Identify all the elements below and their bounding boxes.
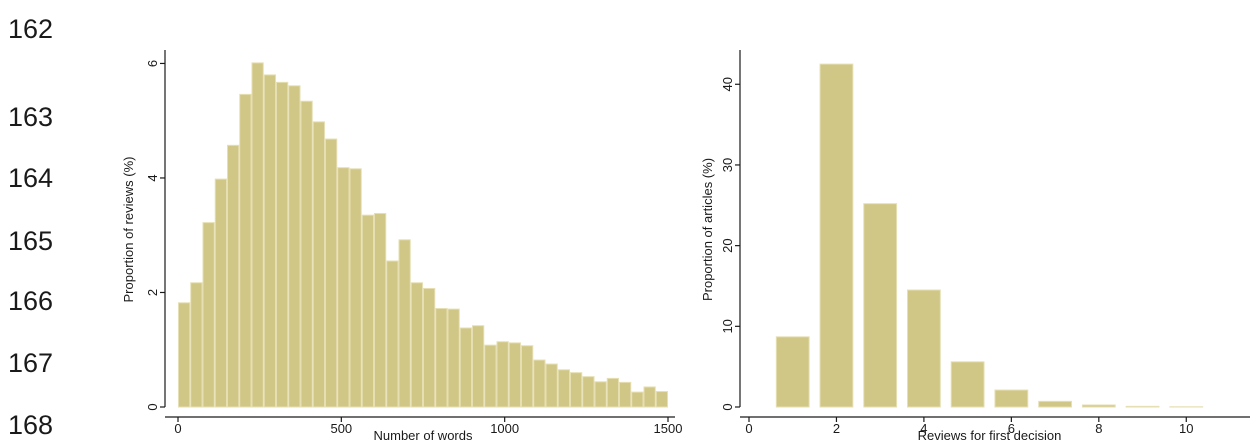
bar: [202, 222, 215, 408]
bar: [251, 62, 264, 408]
bar: [619, 381, 632, 408]
x-tick-label: 0: [174, 421, 181, 436]
bars: [775, 63, 1204, 408]
bar: [386, 260, 399, 408]
bar: [994, 389, 1029, 408]
y-axis-label: Proportion of articles (%): [700, 158, 715, 301]
y-tick-label: 4: [145, 174, 160, 181]
x-axis-label: Number of words: [374, 428, 473, 443]
y-tick-label: 6: [145, 60, 160, 67]
line-number: 162: [8, 14, 54, 44]
bar: [775, 336, 810, 408]
bar: [907, 289, 941, 408]
bar: [472, 325, 485, 408]
bar: [508, 342, 521, 408]
x-axis-label: Reviews for first decision: [918, 428, 1062, 443]
y-axis-label: Proportion of reviews (%): [121, 157, 136, 303]
line-number: 167: [8, 348, 54, 378]
y-tick-label: 40: [720, 77, 735, 91]
bar: [950, 361, 985, 408]
y-tick-label: 0: [720, 403, 735, 410]
bar: [570, 372, 583, 408]
x-tick-label: 4: [920, 421, 927, 436]
x-tick-label: 6: [1008, 421, 1015, 436]
bar: [312, 121, 325, 408]
bar: [496, 341, 509, 408]
bar: [374, 212, 387, 408]
bar: [190, 282, 203, 408]
bar: [300, 100, 313, 408]
chart-2: 0 10 20 30 40 0 2 4 6 8 10 Reviews for first decisi…: [700, 50, 1250, 443]
chart-1: 0 2 4 6 0 500 1000 1500 Number of words Proportio…: [121, 50, 682, 443]
bar: [214, 178, 227, 408]
x-tick-label: 10: [1179, 421, 1193, 436]
y-tick-label: 30: [720, 158, 735, 172]
y-tick-label: 10: [720, 319, 735, 333]
x-tick-label: 0: [745, 421, 752, 436]
bar: [337, 167, 350, 408]
bar: [178, 302, 191, 408]
bar: [239, 93, 252, 408]
bar: [288, 85, 301, 408]
bar: [533, 359, 546, 408]
x-tick-label: 8: [1095, 421, 1102, 436]
bar: [521, 345, 534, 408]
bar: [557, 369, 570, 408]
bar: [545, 363, 558, 408]
y-tick-label: 2: [145, 289, 160, 296]
x-tick-label: 1500: [654, 421, 683, 436]
line-number: 165: [8, 226, 54, 256]
line-number: 163: [8, 102, 54, 132]
bar: [643, 386, 656, 408]
bar: [1125, 405, 1160, 408]
bar: [1038, 400, 1072, 408]
bar: [361, 214, 374, 408]
bar: [863, 203, 898, 408]
bar: [1081, 404, 1116, 408]
bar: [484, 344, 497, 408]
bar: [263, 74, 276, 408]
line-number: 166: [8, 286, 54, 316]
line-numbers: 162 163 164 165 166 167 168: [0, 0, 80, 443]
bar: [582, 376, 595, 408]
bar: [410, 282, 423, 408]
bar: [325, 138, 338, 408]
bar: [606, 377, 619, 408]
bar: [819, 63, 854, 408]
y-tick-label: 0: [145, 403, 160, 410]
y-tick-label: 20: [720, 238, 735, 252]
x-tick-label: 500: [330, 421, 352, 436]
bar: [435, 308, 448, 408]
bar: [349, 168, 362, 408]
bar: [594, 381, 607, 408]
bar: [447, 308, 460, 408]
x-tick-label: 1000: [490, 421, 519, 436]
bar: [459, 327, 472, 408]
bar: [276, 81, 289, 408]
bar: [423, 287, 436, 408]
line-number: 168: [8, 410, 54, 440]
bar: [631, 391, 644, 408]
bar: [398, 239, 411, 408]
line-number: 164: [8, 163, 54, 193]
x-tick-label: 2: [833, 421, 840, 436]
bars: [178, 62, 668, 408]
bar: [655, 391, 668, 408]
bar: [227, 144, 240, 408]
